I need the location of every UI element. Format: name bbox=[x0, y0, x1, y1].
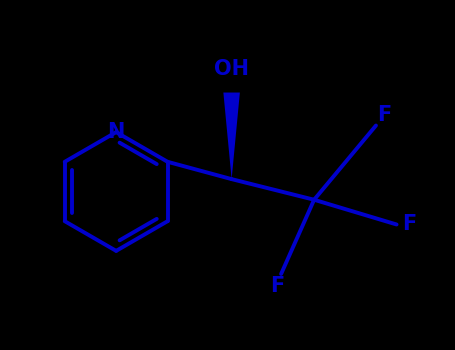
Text: F: F bbox=[270, 276, 284, 296]
Text: N: N bbox=[107, 122, 125, 142]
Text: F: F bbox=[377, 105, 391, 125]
Polygon shape bbox=[223, 92, 240, 179]
Text: OH: OH bbox=[214, 58, 249, 78]
Text: F: F bbox=[402, 215, 416, 234]
